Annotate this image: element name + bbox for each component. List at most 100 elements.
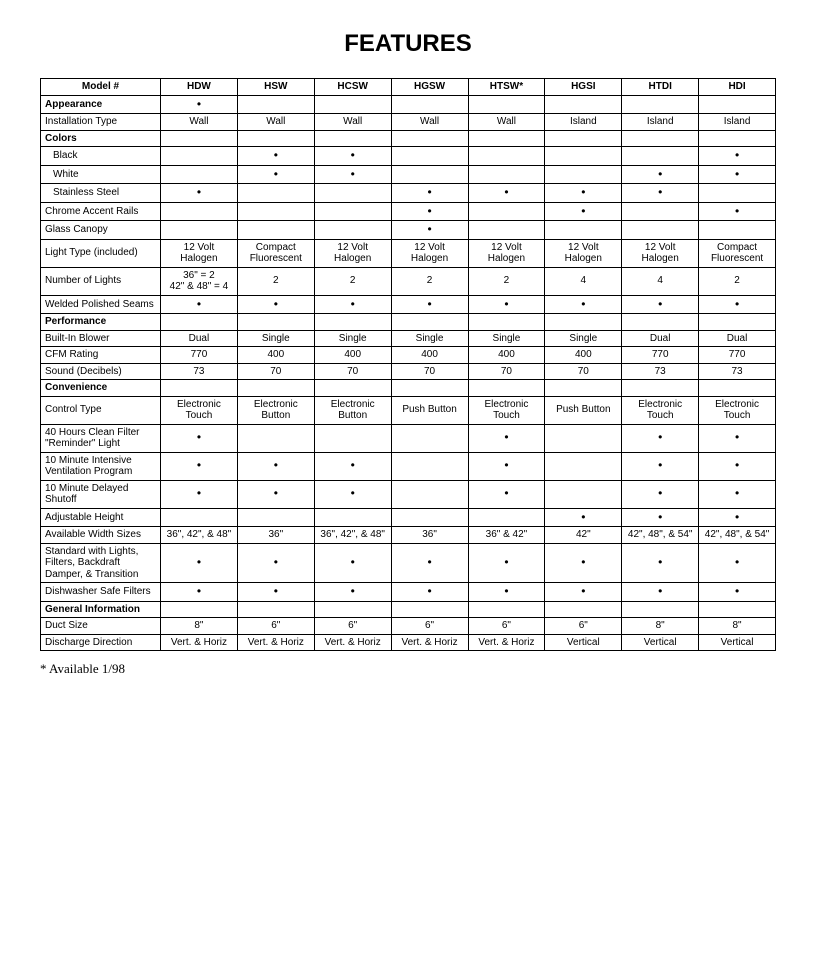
cell: • — [622, 165, 699, 184]
cell: 12 Volt Halogen — [545, 239, 622, 267]
cell — [237, 424, 314, 452]
cell: • — [545, 543, 622, 583]
cell — [161, 601, 238, 618]
cell — [468, 508, 545, 527]
col-header-model: Model # — [41, 79, 161, 96]
row-label: Convenience — [41, 380, 161, 397]
cell: • — [314, 147, 391, 166]
cell — [545, 314, 622, 331]
row-label: Welded Polished Seams — [41, 295, 161, 314]
row-label: Built-In Blower — [41, 330, 161, 347]
cell: Vert. & Horiz — [391, 634, 468, 651]
cell: 8" — [622, 618, 699, 635]
col-header-hdi: HDI — [699, 79, 776, 96]
cell: Single — [545, 330, 622, 347]
table-row: Convenience — [41, 380, 776, 397]
row-label: Dishwasher Safe Filters — [41, 583, 161, 602]
cell: • — [545, 184, 622, 203]
cell: • — [699, 508, 776, 527]
table-row: Light Type (included)12 Volt HalogenComp… — [41, 239, 776, 267]
table-row: White•••• — [41, 165, 776, 184]
cell: • — [699, 165, 776, 184]
cell — [161, 508, 238, 527]
cell — [161, 221, 238, 240]
cell — [545, 480, 622, 508]
cell — [161, 202, 238, 221]
cell: 70 — [314, 363, 391, 380]
cell: Vert. & Horiz — [468, 634, 545, 651]
cell: Dual — [699, 330, 776, 347]
row-label: CFM Rating — [41, 347, 161, 364]
cell: • — [468, 184, 545, 203]
cell: 42", 48", & 54" — [622, 527, 699, 544]
cell: Wall — [468, 114, 545, 131]
cell — [699, 380, 776, 397]
cell: 8" — [161, 618, 238, 635]
cell — [161, 165, 238, 184]
cell — [314, 202, 391, 221]
cell: Single — [468, 330, 545, 347]
row-label: Stainless Steel — [41, 184, 161, 203]
row-label: 10 Minute Intensive Ventilation Program — [41, 452, 161, 480]
cell — [391, 480, 468, 508]
cell: • — [468, 452, 545, 480]
cell: • — [699, 147, 776, 166]
row-label: Duct Size — [41, 618, 161, 635]
cell — [391, 314, 468, 331]
cell: 42", 48", & 54" — [699, 527, 776, 544]
cell: • — [391, 543, 468, 583]
cell — [237, 314, 314, 331]
cell — [314, 380, 391, 397]
cell: Vertical — [622, 634, 699, 651]
cell: Compact Fluorescent — [237, 239, 314, 267]
features-table: Model #HDWHSWHCSWHGSWHTSW*HGSIHTDIHDI Ap… — [40, 78, 776, 651]
cell: 770 — [161, 347, 238, 364]
cell: • — [161, 184, 238, 203]
cell: • — [314, 583, 391, 602]
cell: Electronic Touch — [468, 396, 545, 424]
table-row: Built-In BlowerDualSingleSingleSingleSin… — [41, 330, 776, 347]
cell: 70 — [391, 363, 468, 380]
cell: • — [622, 452, 699, 480]
cell: • — [391, 221, 468, 240]
cell — [237, 601, 314, 618]
cell: • — [622, 543, 699, 583]
cell: • — [622, 508, 699, 527]
cell: 400 — [237, 347, 314, 364]
cell: 70 — [237, 363, 314, 380]
cell: 73 — [699, 363, 776, 380]
cell: • — [237, 165, 314, 184]
cell — [545, 452, 622, 480]
table-row: Adjustable Height••• — [41, 508, 776, 527]
cell — [391, 452, 468, 480]
cell: 400 — [314, 347, 391, 364]
table-row: Appearance• — [41, 95, 776, 114]
cell — [314, 314, 391, 331]
cell: • — [237, 543, 314, 583]
table-row: Performance — [41, 314, 776, 331]
cell: • — [161, 424, 238, 452]
cell: 6" — [391, 618, 468, 635]
cell — [237, 130, 314, 147]
row-label: Installation Type — [41, 114, 161, 131]
cell — [699, 184, 776, 203]
row-label: Appearance — [41, 95, 161, 114]
cell: Electronic Touch — [622, 396, 699, 424]
cell — [237, 184, 314, 203]
cell — [237, 95, 314, 114]
table-row: 10 Minute Delayed Shutoff•••••• — [41, 480, 776, 508]
cell — [391, 130, 468, 147]
cell: Electronic Button — [314, 396, 391, 424]
cell — [545, 165, 622, 184]
cell — [622, 130, 699, 147]
cell — [237, 221, 314, 240]
table-row: 40 Hours Clean Filter "Reminder" Light••… — [41, 424, 776, 452]
row-label: Discharge Direction — [41, 634, 161, 651]
cell: 12 Volt Halogen — [468, 239, 545, 267]
row-label: White — [41, 165, 161, 184]
cell: Electronic Touch — [161, 396, 238, 424]
cell: Single — [237, 330, 314, 347]
cell: Wall — [237, 114, 314, 131]
cell: 4 — [622, 267, 699, 295]
table-row: Stainless Steel••••• — [41, 184, 776, 203]
